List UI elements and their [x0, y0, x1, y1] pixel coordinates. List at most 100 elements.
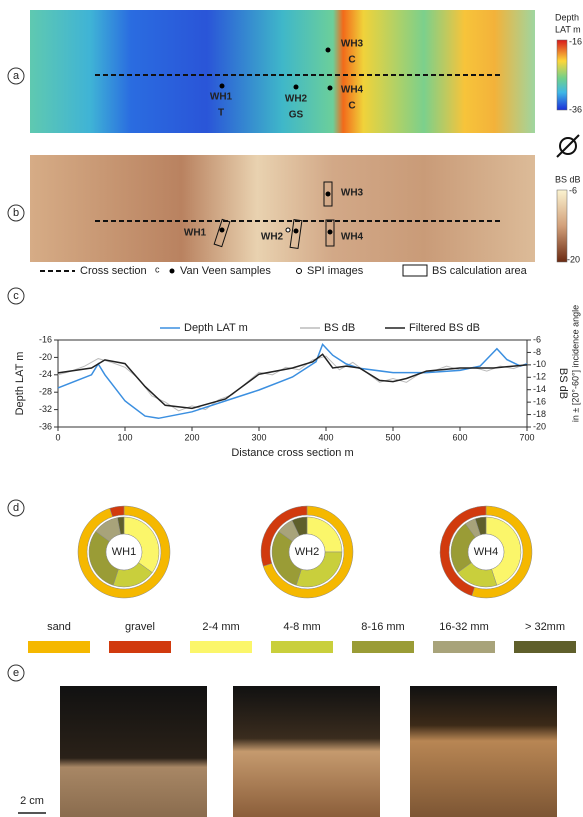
colorbar-max: -6	[569, 185, 577, 195]
x-tick-label: 200	[184, 432, 199, 442]
legend-label: Van Veen samples	[180, 265, 271, 277]
size-legend-label: sand	[47, 621, 71, 633]
plot-frame	[58, 340, 527, 427]
site-code: GS	[289, 110, 304, 121]
size-legend-label: 2-4 mm	[202, 621, 239, 633]
colorbar-min: -20	[567, 254, 580, 264]
backscatter-map	[30, 155, 535, 262]
site-label: WH2	[285, 94, 308, 105]
legend-label: Filtered BS dB	[409, 322, 480, 334]
legend-label: BS dB	[324, 322, 355, 334]
site-label: WH2	[261, 232, 284, 243]
scale-label: 2 cm	[20, 795, 44, 807]
sample-dot	[326, 48, 331, 53]
y2-tick-label: -10	[533, 359, 546, 369]
y2-tick-label: -8	[533, 347, 541, 357]
donut-segment	[110, 506, 124, 517]
size-legend-label: 16-32 mm	[439, 621, 489, 633]
colorbar-title: BS dB	[555, 174, 581, 184]
y2-tick-label: -12	[533, 372, 546, 382]
x-tick-label: 300	[251, 432, 266, 442]
size-legend-swatch	[514, 641, 576, 653]
figure: a WH3 C WH4 C WH1 T WH2 GS Depth LAT m -…	[0, 0, 583, 817]
y2-tick-label: -14	[533, 384, 546, 394]
y-tick-label: -16	[39, 334, 52, 344]
site-label: WH3	[341, 39, 364, 50]
north-arrow	[557, 135, 579, 157]
y2-tick-label: -20	[533, 421, 546, 431]
colorbar	[557, 40, 567, 110]
size-legend-swatch	[190, 641, 252, 653]
size-legend-label: 8-16 mm	[361, 621, 404, 633]
series-line	[58, 354, 527, 408]
panel-label: b	[13, 207, 19, 219]
sample-dot	[328, 230, 333, 235]
legend-label: SPI images	[307, 265, 364, 277]
sample-dot	[220, 228, 225, 233]
size-legend-swatch	[109, 641, 171, 653]
y-axis-label: Depth LAT m	[14, 352, 26, 416]
legend-label: Depth LAT m	[184, 322, 248, 334]
site-label: WH4	[341, 85, 364, 96]
site-label: WH4	[341, 232, 364, 243]
legend-label: BS calculation area	[432, 265, 528, 277]
size-legend-swatch	[433, 641, 495, 653]
site-label: WH1	[210, 92, 233, 103]
panel-label: e	[13, 667, 19, 679]
site-code: T	[218, 108, 224, 119]
size-legend-label: gravel	[125, 621, 155, 633]
x-tick-label: 100	[117, 432, 132, 442]
legend-swatch	[297, 269, 302, 274]
sample-dot	[294, 85, 299, 90]
legend-label: Cross section	[80, 265, 147, 277]
panel-label: d	[13, 502, 19, 514]
site-code: C	[348, 101, 355, 112]
sample-dot	[326, 192, 331, 197]
colorbar	[557, 190, 567, 262]
x-tick-label: 400	[318, 432, 333, 442]
spi-photo	[60, 686, 207, 817]
spi-photo	[233, 686, 380, 817]
x-tick-label: 600	[452, 432, 467, 442]
bathymetry-map	[30, 10, 535, 133]
colorbar-min: -36	[569, 104, 582, 114]
panel-label: a	[13, 70, 20, 82]
colorbar-unit: LAT m	[555, 24, 581, 34]
sample-dot	[328, 86, 333, 91]
series-line	[58, 344, 527, 418]
legend-marker: c	[155, 264, 160, 274]
y2-axis-sublabel: in ± [20°-60°] incidence angle	[570, 305, 580, 422]
legend-swatch	[403, 265, 427, 276]
size-legend-swatch	[28, 641, 90, 653]
size-legend-swatch	[271, 641, 333, 653]
sample-dot	[220, 84, 225, 89]
sample-dot	[294, 229, 299, 234]
y2-tick-label: -6	[533, 334, 541, 344]
y-tick-label: -20	[39, 352, 52, 362]
donut-label: WH4	[474, 546, 498, 558]
site-code: C	[348, 55, 355, 66]
size-legend-swatch	[352, 641, 414, 653]
x-tick-label: 700	[519, 432, 534, 442]
y2-tick-label: -18	[533, 409, 546, 419]
site-label: WH3	[341, 188, 364, 199]
y-tick-label: -32	[39, 404, 52, 414]
size-legend-label: > 32mm	[525, 621, 565, 633]
y-tick-label: -28	[39, 387, 52, 397]
colorbar-max: -16	[569, 36, 582, 46]
size-legend-label: 4-8 mm	[283, 621, 320, 633]
legend-swatch	[170, 269, 175, 274]
spi-dot	[286, 228, 290, 232]
colorbar-title: Depth	[555, 12, 579, 22]
donut-label: WH2	[295, 546, 319, 558]
x-tick-label: 500	[385, 432, 400, 442]
y-tick-label: -24	[39, 369, 52, 379]
donut-label: WH1	[112, 546, 136, 558]
panel-label: c	[13, 290, 19, 302]
x-axis-label: Distance cross section m	[231, 447, 353, 459]
spi-photo	[410, 686, 557, 817]
y-tick-label: -36	[39, 421, 52, 431]
site-label: WH1	[184, 228, 207, 239]
x-tick-label: 0	[55, 432, 60, 442]
y2-tick-label: -16	[533, 397, 546, 407]
